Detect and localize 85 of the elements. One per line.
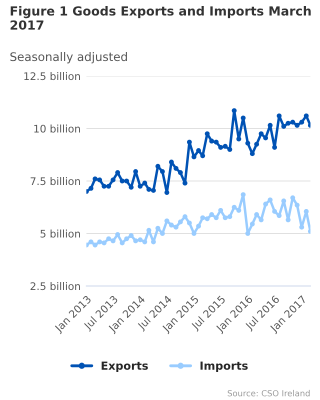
point [222,215,228,220]
point [258,131,264,136]
source-note: Source: CSO Ireland [228,390,310,396]
point [160,231,165,236]
point [272,209,278,214]
point [178,170,183,176]
point [88,186,94,191]
point [164,190,170,195]
point [138,237,143,242]
chart-subtitle: Seasonally adjusted [10,52,127,64]
point [120,240,125,246]
point [120,178,125,184]
point [110,178,116,182]
point [299,120,304,125]
point [294,202,300,208]
point [250,222,255,226]
point [245,140,250,146]
point [146,186,152,192]
point [236,208,242,213]
point [209,212,214,218]
point [124,236,130,242]
point [227,147,232,152]
point [133,238,138,244]
point [106,236,112,242]
y-tick-label: 2.5 billion [30,282,80,290]
y-tick-label: 7.5 billion [30,177,80,186]
point [254,142,260,147]
point [263,202,268,207]
point [286,120,291,126]
point [186,220,192,226]
point [155,164,160,169]
point [133,169,138,174]
chart-title: Figure 1 Goods Exports and Imports March 2017 [10,6,311,30]
point [200,153,206,158]
point [174,224,178,230]
point [276,213,282,218]
point [222,144,228,149]
point [97,178,102,182]
point [245,231,250,236]
legend-label: Exports [102,362,148,372]
point [102,184,107,189]
point [281,198,286,204]
point [128,233,134,238]
point [182,214,188,220]
point [92,176,98,182]
point [294,122,300,128]
point [106,184,112,189]
point [304,209,309,214]
point [290,120,296,125]
point [169,222,174,228]
point [236,136,242,142]
point [209,138,214,144]
point [263,136,268,140]
point [124,178,130,184]
point [276,113,282,118]
point [142,180,148,186]
y-tick-label: 5 billion [40,230,80,238]
point [268,122,273,128]
point [204,216,210,222]
point [110,238,116,244]
point [200,215,206,220]
y-tick-label: 10 billion [34,124,80,133]
point [178,220,183,224]
point [204,131,210,136]
point [214,140,219,145]
point [196,224,201,229]
point [240,116,246,120]
point [102,240,107,246]
point [218,144,224,150]
y-tick-label: 12.5 billion [24,72,80,80]
point [88,239,94,244]
point [227,214,232,220]
point [232,204,237,210]
point [138,184,143,189]
point [232,108,237,114]
point [182,180,188,186]
point [160,169,165,174]
point [97,239,102,244]
point [214,215,219,220]
legend-label: Imports [200,362,248,372]
point [142,239,148,244]
point [281,124,286,129]
point [92,242,98,248]
point [151,188,156,193]
point [174,166,178,171]
